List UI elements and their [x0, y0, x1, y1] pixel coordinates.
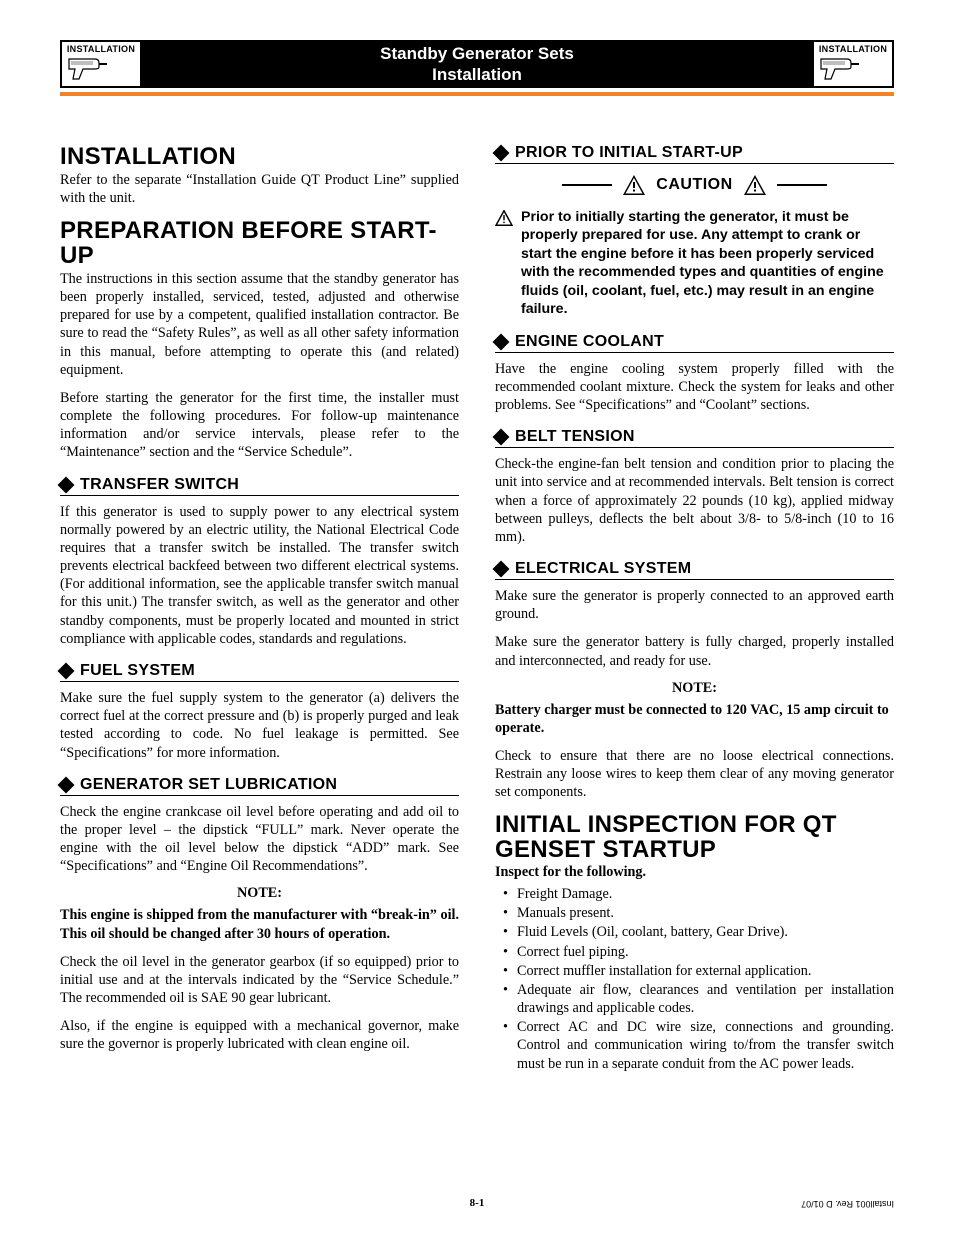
header-line1: Standby Generator Sets — [380, 44, 574, 63]
p-lub3: Also, if the engine is equipped with a m… — [60, 1017, 459, 1053]
header-title: Standby Generator Sets Installation — [142, 43, 812, 86]
page-number: 8-1 — [180, 1197, 774, 1209]
caution-banner: CAUTION — [495, 174, 894, 196]
h2-text: TRANSFER SWITCH — [80, 476, 239, 494]
list-item: Freight Damage. — [509, 885, 894, 903]
header-badge-right: INSTALLATION — [812, 40, 894, 88]
accent-rule — [60, 92, 894, 96]
list-item: Manuals present. — [509, 904, 894, 922]
p-prep1: The instructions in this section assume … — [60, 270, 459, 379]
p-lub1: Check the engine crankcase oil level bef… — [60, 803, 459, 876]
list-item: Correct fuel piping. — [509, 943, 894, 961]
list-item: Correct muffler installation for externa… — [509, 962, 894, 980]
heading-belt-tension: BELT TENSION — [495, 428, 894, 448]
caution-rule — [777, 184, 827, 186]
heading-electrical-system: ELECTRICAL SYSTEM — [495, 560, 894, 580]
caution-body: Prior to initially starting the generato… — [495, 208, 894, 319]
heading-lubrication: GENERATOR SET LUBRICATION — [60, 776, 459, 796]
badge-label-r: INSTALLATION — [817, 44, 889, 54]
diamond-icon — [493, 333, 510, 350]
warning-triangle-icon — [743, 174, 767, 196]
header-badge-left: INSTALLATION — [60, 40, 142, 88]
h2-text: FUEL SYSTEM — [80, 662, 195, 680]
header-line2: Installation — [432, 65, 522, 84]
h2-text: PRIOR TO INITIAL START-UP — [515, 144, 743, 162]
h2-text: ENGINE COOLANT — [515, 333, 664, 351]
drill-icon — [817, 55, 861, 81]
right-column: PRIOR TO INITIAL START-UP CAUTION — [495, 144, 894, 1074]
page-footer: 8-1 Install001 Rev. D 01/07 — [60, 1197, 894, 1209]
heading-initial-inspection: INITIAL INSPECTION FOR QT GENSET STARTUP — [495, 812, 894, 862]
heading-transfer-switch: TRANSFER SWITCH — [60, 476, 459, 496]
p-belt: Check-the engine-fan belt tension and co… — [495, 455, 894, 546]
note-body: This engine is shipped from the manufact… — [60, 906, 459, 942]
caution-body-text: Prior to initially starting the generato… — [521, 208, 894, 319]
warning-triangle-icon — [622, 174, 646, 196]
p-elec3: Check to ensure that there are no loose … — [495, 747, 894, 802]
heading-installation: INSTALLATION — [60, 144, 459, 169]
note-body: Battery charger must be connected to 120… — [495, 701, 894, 737]
diamond-icon — [493, 429, 510, 446]
left-column: INSTALLATION Refer to the separate “Inst… — [60, 144, 459, 1074]
p-coolant: Have the engine cooling system properly … — [495, 360, 894, 415]
diamond-icon — [58, 476, 75, 493]
heading-engine-coolant: ENGINE COOLANT — [495, 333, 894, 353]
diamond-icon — [493, 145, 510, 162]
diamond-icon — [58, 776, 75, 793]
badge-label: INSTALLATION — [65, 44, 137, 54]
h2-text: ELECTRICAL SYSTEM — [515, 560, 691, 578]
heading-fuel-system: FUEL SYSTEM — [60, 662, 459, 682]
warning-triangle-icon — [495, 210, 513, 226]
list-item: Correct AC and DC wire size, connections… — [509, 1018, 894, 1073]
drill-icon — [65, 55, 109, 81]
inspection-list: Freight Damage. Manuals present. Fluid L… — [495, 885, 894, 1073]
note-label: NOTE: — [60, 885, 459, 902]
revision-text: Install001 Rev. D 01/07 — [774, 1199, 894, 1209]
caution-label: CAUTION — [656, 176, 732, 194]
diamond-icon — [493, 561, 510, 578]
p-transfer: If this generator is used to supply powe… — [60, 503, 459, 648]
h2-text: GENERATOR SET LUBRICATION — [80, 776, 337, 794]
heading-preparation: PREPARATION BEFORE START-UP — [60, 218, 459, 268]
p-installation: Refer to the separate “Installation Guid… — [60, 171, 459, 207]
note-label: NOTE: — [495, 680, 894, 697]
heading-prior-startup: PRIOR TO INITIAL START-UP — [495, 144, 894, 164]
caution-rule — [562, 184, 612, 186]
list-item: Adequate air flow, clearances and ventil… — [509, 981, 894, 1017]
page-header: INSTALLATION Standby Generator Sets Inst… — [60, 40, 894, 88]
p-elec1: Make sure the generator is properly conn… — [495, 587, 894, 623]
p-elec2: Make sure the generator battery is fully… — [495, 633, 894, 669]
p-prep2: Before starting the generator for the fi… — [60, 389, 459, 462]
list-item: Fluid Levels (Oil, coolant, battery, Gea… — [509, 923, 894, 941]
inspect-subheading: Inspect for the following. — [495, 864, 894, 881]
p-fuel: Make sure the fuel supply system to the … — [60, 689, 459, 762]
p-lub2: Check the oil level in the generator gea… — [60, 953, 459, 1008]
content-columns: INSTALLATION Refer to the separate “Inst… — [60, 144, 894, 1074]
diamond-icon — [58, 663, 75, 680]
h2-text: BELT TENSION — [515, 428, 635, 446]
